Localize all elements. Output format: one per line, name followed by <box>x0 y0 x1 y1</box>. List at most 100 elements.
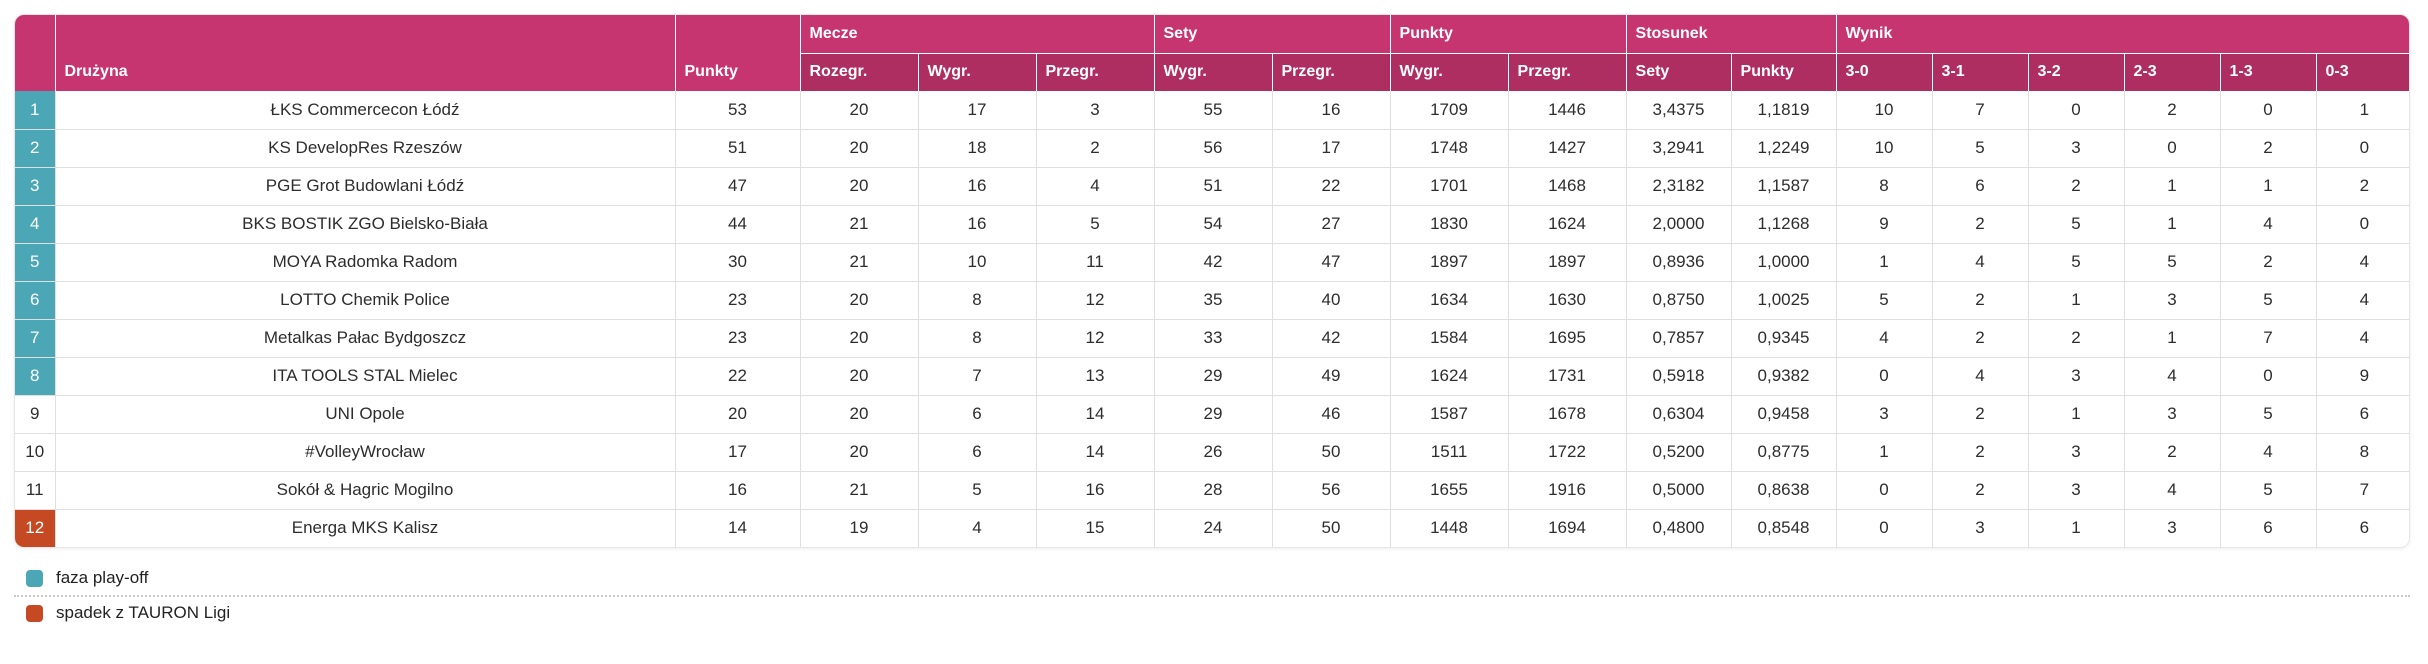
group-header-ratio: Stosunek <box>1626 15 1837 53</box>
stat-cell: 20 <box>800 357 919 396</box>
col-header-result-1-3: 1-3 <box>2220 52 2317 91</box>
stat-cell: 35 <box>1154 281 1273 320</box>
stat-cell: 5 <box>2124 243 2221 282</box>
col-header-smallpoints-won: Wygr. <box>1390 52 1509 91</box>
stat-cell: 1731 <box>1508 357 1627 396</box>
stat-cell: 20 <box>800 91 919 130</box>
stat-cell: 1694 <box>1508 509 1627 547</box>
stat-cell: 3 <box>2028 471 2125 510</box>
stat-cell: 7 <box>2220 319 2317 358</box>
stat-cell: 1446 <box>1508 91 1627 130</box>
stat-cell: 4 <box>1036 167 1155 206</box>
col-header-lost: Przegr. <box>1036 52 1155 91</box>
stat-cell: 17 <box>1272 129 1391 168</box>
stat-cell: 1,1268 <box>1731 205 1837 244</box>
stat-cell: 14 <box>1036 395 1155 434</box>
stat-cell: 5 <box>2028 243 2125 282</box>
position-badge: 5 <box>15 243 56 282</box>
col-header-won: Wygr. <box>918 52 1037 91</box>
stat-cell: 0,9345 <box>1731 319 1837 358</box>
stat-cell: 5 <box>1836 281 1933 320</box>
stat-cell: 4 <box>2316 281 2409 320</box>
stat-cell: 40 <box>1272 281 1391 320</box>
stat-cell: 0 <box>1836 471 1933 510</box>
col-header-smallpoints-lost: Przegr. <box>1508 52 1627 91</box>
stat-cell: 1 <box>2124 319 2221 358</box>
team-name: LOTTO Chemik Police <box>55 281 676 320</box>
stat-cell: 1897 <box>1508 243 1627 282</box>
stat-cell: 1630 <box>1508 281 1627 320</box>
table-row: 10 #VolleyWrocław 17 20 6 14 26 50 1511 1722 0,520… <box>15 433 2409 472</box>
stat-cell: 9 <box>1836 205 1933 244</box>
stat-cell: 1 <box>2028 509 2125 547</box>
stat-cell: 20 <box>800 433 919 472</box>
stat-cell: 29 <box>1154 357 1273 396</box>
legend-item-relegation: spadek z TAURON Ligi <box>14 597 2410 630</box>
stat-cell: 5 <box>1036 205 1155 244</box>
table-row: 8 ITA TOOLS STAL Mielec 22 20 7 13 29 49 1624 173… <box>15 357 2409 396</box>
stat-cell: 20 <box>800 281 919 320</box>
team-name: KS DevelopRes Rzeszów <box>55 129 676 168</box>
table-row: 4 BKS BOSTIK ZGO Bielsko-Biała 44 21 16 5 54 27… <box>15 205 2409 244</box>
stat-cell: 14 <box>1036 433 1155 472</box>
stat-cell: 10 <box>1836 129 1933 168</box>
col-header-ratio-points: Punkty <box>1731 52 1837 91</box>
stat-cell: 0 <box>1836 357 1933 396</box>
position-badge: 2 <box>15 129 56 168</box>
stat-cell: 46 <box>1272 395 1391 434</box>
stat-cell: 1722 <box>1508 433 1627 472</box>
table-row: 11 Sokół & Hagric Mogilno 16 21 5 16 28 56 1655 1… <box>15 471 2409 510</box>
stat-cell: 42 <box>1154 243 1273 282</box>
position-badge: 12 <box>15 509 56 547</box>
stat-cell: 0,9382 <box>1731 357 1837 396</box>
col-header-result-3-0: 3-0 <box>1836 52 1933 91</box>
stat-cell: 3 <box>1036 91 1155 130</box>
table-row: 1 ŁKS Commercecon Łódź 53 20 17 3 55 16 1709 1446… <box>15 91 2409 130</box>
col-header-result-0-3: 0-3 <box>2316 52 2409 91</box>
stat-cell: 4 <box>2220 433 2317 472</box>
stat-cell: 21 <box>800 243 919 282</box>
stat-cell: 0,8775 <box>1731 433 1837 472</box>
stat-cell: 0 <box>2316 129 2409 168</box>
stat-cell: 8 <box>918 281 1037 320</box>
stat-cell: 54 <box>1154 205 1273 244</box>
stat-cell: 30 <box>675 243 801 282</box>
stat-cell: 8 <box>2316 433 2409 472</box>
stat-cell: 20 <box>800 129 919 168</box>
stat-cell: 1448 <box>1390 509 1509 547</box>
standings-page: Drużyna Punkty Mecze Sety Punkty Stosune… <box>14 14 2410 630</box>
stat-cell: 2 <box>1932 471 2029 510</box>
stat-cell: 1897 <box>1390 243 1509 282</box>
table-row: 6 LOTTO Chemik Police 23 20 8 12 35 40 1634 1630 0… <box>15 281 2409 320</box>
stat-cell: 6 <box>2220 509 2317 547</box>
position-badge: 4 <box>15 205 56 244</box>
stat-cell: 2 <box>2316 167 2409 206</box>
stat-cell: 0 <box>1836 509 1933 547</box>
stat-cell: 12 <box>1036 281 1155 320</box>
team-name: PGE Grot Budowlani Łódź <box>55 167 676 206</box>
group-header-results: Wynik <box>1836 15 2409 53</box>
stat-cell: 0,4800 <box>1626 509 1732 547</box>
stat-cell: 51 <box>1154 167 1273 206</box>
team-name: Metalkas Pałac Bydgoszcz <box>55 319 676 358</box>
team-name: ITA TOOLS STAL Mielec <box>55 357 676 396</box>
stat-cell: 19 <box>800 509 919 547</box>
stat-cell: 26 <box>1154 433 1273 472</box>
stat-cell: 1 <box>2124 167 2221 206</box>
stat-cell: 33 <box>1154 319 1273 358</box>
team-name: BKS BOSTIK ZGO Bielsko-Biała <box>55 205 676 244</box>
stat-cell: 1 <box>2028 395 2125 434</box>
stat-cell: 3 <box>2028 433 2125 472</box>
stat-cell: 8 <box>1836 167 1933 206</box>
stat-cell: 0,6304 <box>1626 395 1732 434</box>
stat-cell: 2 <box>2124 433 2221 472</box>
col-header-points: Punkty <box>675 15 801 91</box>
stat-cell: 27 <box>1272 205 1391 244</box>
stat-cell: 15 <box>1036 509 1155 547</box>
stat-cell: 0 <box>2028 91 2125 130</box>
col-header-team: Drużyna <box>55 15 676 91</box>
stat-cell: 1 <box>2316 91 2409 130</box>
stat-cell: 3 <box>1836 395 1933 434</box>
stat-cell: 9 <box>2316 357 2409 396</box>
stat-cell: 1 <box>2220 167 2317 206</box>
